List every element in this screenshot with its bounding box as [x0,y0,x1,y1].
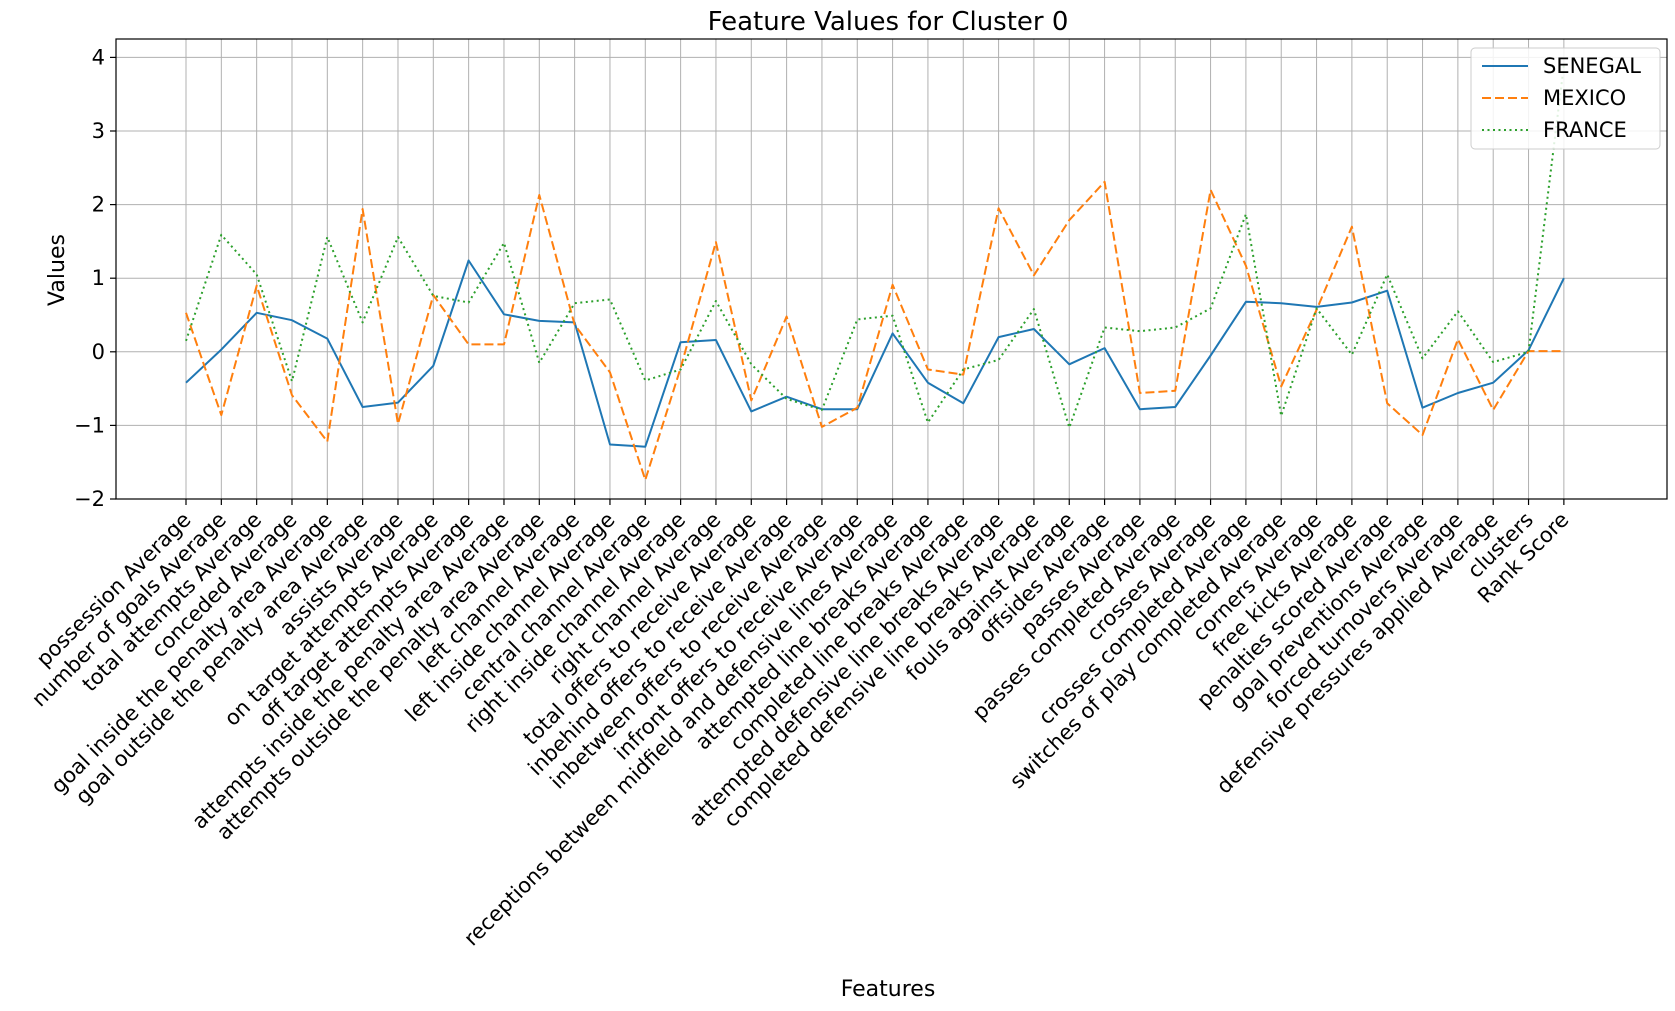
series-line-mexico [185,180,1564,481]
series-line-senegal [185,259,1565,448]
y-tick-label: 3 [92,119,105,143]
series-line-france [185,64,1565,429]
grid-lines [116,39,1667,500]
y-tick-label: −1 [74,413,105,437]
x-axis-title: Features [841,977,936,1002]
y-axis: −2 −1 0 1 2 3 4 [74,45,116,511]
y-tick-label: 4 [92,45,105,69]
legend-label-france: FRANCE [1543,118,1627,142]
legend-label-senegal: SENEGAL [1543,54,1641,78]
y-tick-label: 1 [92,266,105,290]
legend: SENEGAL MEXICO FRANCE [1470,47,1661,150]
chart-title: Feature Values for Cluster 0 [708,7,1069,37]
plot-frame [115,38,1668,500]
legend-label-mexico: MEXICO [1543,86,1626,110]
series-lines [185,64,1565,481]
y-tick-label: −2 [74,487,105,511]
legend-box [1470,47,1661,150]
y-tick-label: 0 [92,340,105,364]
y-tick-label: 2 [92,193,105,217]
y-axis-title: Values [45,234,70,306]
